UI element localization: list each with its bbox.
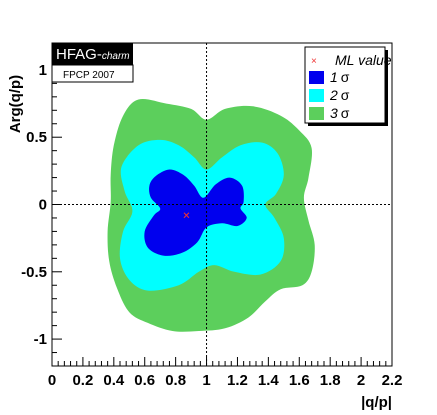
legend-swatch-3sigma <box>309 107 324 120</box>
svg-text:HFAG-charm: HFAG-charm <box>56 46 130 63</box>
ml-value-marker <box>183 212 190 219</box>
x-axis-title: |q/p| <box>361 394 392 411</box>
x-tick-label: 1.2 <box>227 372 248 389</box>
x-tick-label: 1.4 <box>258 372 280 389</box>
contour-layer <box>107 98 315 332</box>
badge-brand: HFAG- <box>56 46 102 63</box>
reference-lines <box>52 43 392 366</box>
y-tick-label: 1 <box>39 62 47 79</box>
ml-marker-stroke <box>183 212 190 219</box>
x-tick-label: 0.2 <box>72 372 93 389</box>
x-tick-label: 2.2 <box>382 372 403 389</box>
x-tick-label: 0 <box>48 372 56 389</box>
x-tick-label: 1.6 <box>289 372 310 389</box>
legend-swatch-1sigma <box>309 71 324 84</box>
x-tick-label: 0.6 <box>134 372 155 389</box>
legend-ml-label: ML value <box>335 52 392 68</box>
x-tick-label: 0.8 <box>165 372 186 389</box>
legend-ml-marker: × <box>311 56 317 67</box>
y-tick-label: 0 <box>39 197 47 214</box>
legend-swatch-2sigma <box>309 89 324 102</box>
badge-brand-sub: charm <box>102 51 130 62</box>
y-tick-label: 0.5 <box>26 129 47 146</box>
y-tick-label: -1 <box>34 331 47 348</box>
hfag-badge: HFAG-charm FPCP 2007 <box>51 43 134 83</box>
x-tick-label: 1.8 <box>320 372 341 389</box>
y-axis-title: Arg(q/p) <box>7 75 24 133</box>
axis-ticks: 0 0.2 0.4 0.6 0.8 1 1.2 1.4 1.6 1.8 2 2.2 -1 -0.5 0 0.5… <box>21 42 403 389</box>
y-tick-label: -0.5 <box>21 264 47 281</box>
x-tick-label: 2 <box>357 372 365 389</box>
x-tick-label: 0.4 <box>103 372 125 389</box>
badge-conference: FPCP 2007 <box>63 70 115 81</box>
contour-region-1sigma <box>144 169 247 256</box>
x-tick-label: 1 <box>202 372 210 389</box>
